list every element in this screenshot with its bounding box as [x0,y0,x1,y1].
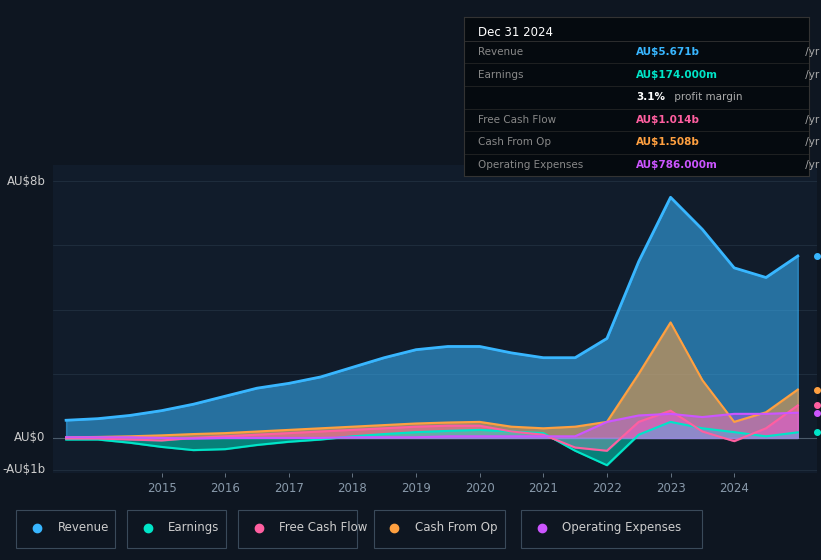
Text: Free Cash Flow: Free Cash Flow [279,521,368,534]
Text: AU$1.014b: AU$1.014b [636,115,700,125]
Text: Earnings: Earnings [168,521,220,534]
Text: Operating Expenses: Operating Expenses [478,160,583,170]
Bar [16,510,115,548]
Text: /yr: /yr [802,160,819,170]
Text: Dec 31 2024: Dec 31 2024 [478,26,553,39]
Text: Cash From Op: Cash From Op [478,138,551,147]
Text: AU$8b: AU$8b [7,175,46,188]
Bar [374,510,505,548]
Text: /yr: /yr [802,47,819,57]
Text: /yr: /yr [802,115,819,125]
Text: /yr: /yr [802,138,819,147]
Text: Free Cash Flow: Free Cash Flow [478,115,556,125]
Text: AU$0: AU$0 [14,431,46,445]
Text: Revenue: Revenue [478,47,523,57]
Text: /yr: /yr [802,69,819,80]
Bar [238,510,357,548]
Text: Earnings: Earnings [478,69,523,80]
Text: profit margin: profit margin [671,92,742,102]
Text: Revenue: Revenue [57,521,109,534]
Text: -AU$1b: -AU$1b [2,464,46,477]
Text: AU$1.508b: AU$1.508b [636,138,700,147]
Text: Operating Expenses: Operating Expenses [562,521,681,534]
Bar [521,510,702,548]
Text: AU$5.671b: AU$5.671b [636,47,700,57]
Text: AU$174.000m: AU$174.000m [636,69,718,80]
Text: 3.1%: 3.1% [636,92,665,102]
Text: AU$786.000m: AU$786.000m [636,160,718,170]
Text: Cash From Op: Cash From Op [415,521,497,534]
Bar [127,510,226,548]
